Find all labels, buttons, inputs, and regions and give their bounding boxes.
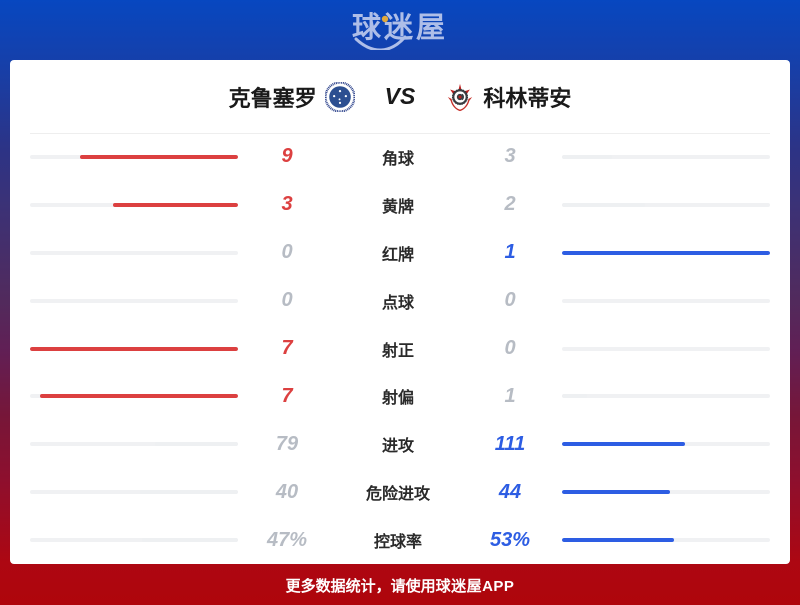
svg-text:球迷屋: 球迷屋 xyxy=(352,11,448,44)
